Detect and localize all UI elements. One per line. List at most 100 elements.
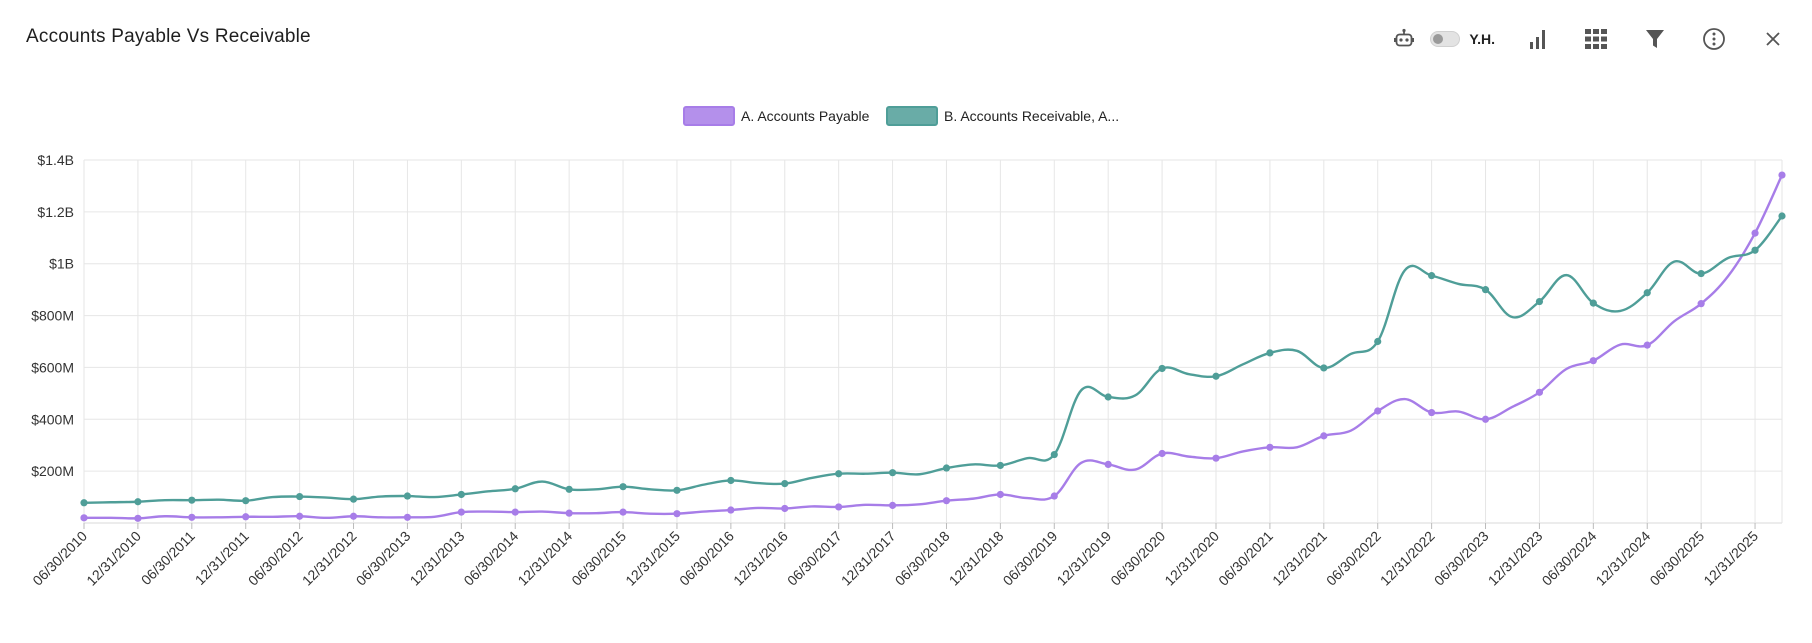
data-point[interactable]: [511, 508, 519, 516]
x-tick-label: 12/31/2013: [407, 528, 468, 589]
data-point[interactable]: [1212, 372, 1220, 380]
series-line: [83, 215, 1783, 504]
data-point[interactable]: [1535, 388, 1544, 396]
data-point[interactable]: [1778, 171, 1786, 179]
data-point[interactable]: [242, 497, 250, 505]
chart-series: [80, 171, 1786, 522]
data-point[interactable]: [1266, 443, 1274, 451]
data-point[interactable]: [942, 464, 951, 472]
data-point[interactable]: [727, 506, 735, 514]
close-icon[interactable]: [1756, 22, 1790, 56]
data-point[interactable]: [1320, 364, 1328, 372]
data-point[interactable]: [349, 512, 358, 520]
data-point[interactable]: [1778, 212, 1786, 220]
grid-table-icon[interactable]: [1579, 22, 1613, 56]
data-point[interactable]: [1481, 415, 1490, 423]
x-tick-label: 06/30/2018: [892, 528, 953, 589]
data-point[interactable]: [565, 509, 573, 517]
data-point[interactable]: [403, 513, 412, 521]
data-point[interactable]: [1320, 432, 1328, 440]
data-point[interactable]: [349, 495, 358, 503]
data-point[interactable]: [1104, 393, 1112, 401]
yh-toggle[interactable]: Y.H.: [1430, 31, 1495, 47]
data-point[interactable]: [1697, 269, 1705, 278]
data-point[interactable]: [673, 486, 681, 494]
data-point[interactable]: [1589, 299, 1597, 307]
x-tick-label: 12/31/2014: [514, 528, 575, 589]
data-point[interactable]: [134, 514, 142, 522]
filter-icon[interactable]: [1638, 22, 1672, 56]
y-tick-label: $800M: [31, 308, 74, 324]
data-point[interactable]: [996, 461, 1004, 470]
x-tick-label: 06/30/2011: [138, 528, 198, 588]
x-axis: 06/30/201012/31/201006/30/201112/31/2011…: [29, 523, 1761, 589]
data-point[interactable]: [1697, 300, 1705, 308]
data-point[interactable]: [727, 476, 735, 485]
bar-chart-icon[interactable]: [1520, 22, 1554, 56]
data-point[interactable]: [1158, 449, 1166, 458]
x-tick-label: 06/30/2010: [29, 528, 90, 589]
data-point[interactable]: [996, 490, 1004, 499]
y-tick-label: $200M: [31, 463, 74, 479]
data-point[interactable]: [1266, 349, 1274, 357]
x-tick-label: 12/31/2024: [1592, 528, 1653, 589]
data-point[interactable]: [188, 513, 196, 521]
x-tick-label: 12/31/2010: [83, 528, 144, 589]
data-point[interactable]: [242, 513, 250, 521]
data-point[interactable]: [511, 485, 519, 493]
chart-area: A. Accounts Payable B. Accounts Receivabl…: [0, 78, 1812, 638]
data-point[interactable]: [1050, 492, 1058, 500]
x-tick-label: 06/30/2023: [1431, 528, 1492, 589]
data-point[interactable]: [80, 514, 88, 522]
data-point[interactable]: [1643, 289, 1651, 297]
data-point[interactable]: [781, 504, 789, 513]
series-accounts-payable: [80, 171, 1786, 522]
data-point[interactable]: [1158, 364, 1166, 373]
data-point[interactable]: [134, 498, 142, 506]
data-point[interactable]: [188, 496, 196, 504]
data-point[interactable]: [888, 469, 897, 477]
data-point[interactable]: [296, 492, 304, 501]
data-point[interactable]: [1589, 357, 1597, 365]
chart-grid: [83, 159, 1783, 524]
data-point[interactable]: [1751, 229, 1759, 237]
legend-item[interactable]: B. Accounts Receivable, A...: [886, 106, 1119, 126]
data-point[interactable]: [1535, 297, 1544, 306]
data-point[interactable]: [888, 501, 897, 509]
data-point[interactable]: [835, 503, 843, 511]
data-point[interactable]: [403, 492, 412, 500]
x-tick-label: 06/30/2020: [1107, 528, 1168, 589]
data-point[interactable]: [1751, 246, 1759, 254]
more-info-icon[interactable]: [1697, 22, 1731, 56]
data-point[interactable]: [619, 508, 627, 516]
x-tick-label: 06/30/2014: [460, 528, 521, 589]
data-point[interactable]: [1374, 407, 1382, 415]
data-point[interactable]: [673, 510, 681, 518]
data-point[interactable]: [1050, 450, 1058, 459]
data-point[interactable]: [1481, 286, 1490, 294]
data-point[interactable]: [1374, 337, 1382, 346]
data-point[interactable]: [565, 485, 573, 493]
legend-item[interactable]: A. Accounts Payable: [683, 106, 870, 126]
data-point[interactable]: [1212, 454, 1220, 462]
toggle-switch[interactable]: [1430, 31, 1461, 47]
x-tick-label: 12/31/2023: [1485, 528, 1546, 589]
data-point[interactable]: [1428, 272, 1436, 280]
data-point[interactable]: [835, 470, 843, 478]
data-point[interactable]: [1104, 460, 1112, 469]
data-point[interactable]: [80, 499, 88, 507]
data-point[interactable]: [942, 497, 951, 505]
x-tick-label: 06/30/2015: [568, 528, 629, 589]
data-point[interactable]: [457, 508, 465, 516]
robot-icon[interactable]: [1390, 22, 1418, 56]
data-point[interactable]: [1643, 341, 1651, 349]
data-point[interactable]: [619, 483, 627, 491]
y-axis: $200M $400M $600M $800M $1B $1.2B $1.4B: [31, 152, 74, 479]
data-point[interactable]: [296, 512, 304, 520]
y-tick-label: $400M: [31, 411, 74, 427]
data-point[interactable]: [457, 490, 465, 499]
data-point[interactable]: [1428, 408, 1436, 417]
data-point[interactable]: [781, 479, 789, 488]
x-tick-label: 12/31/2022: [1377, 528, 1438, 589]
